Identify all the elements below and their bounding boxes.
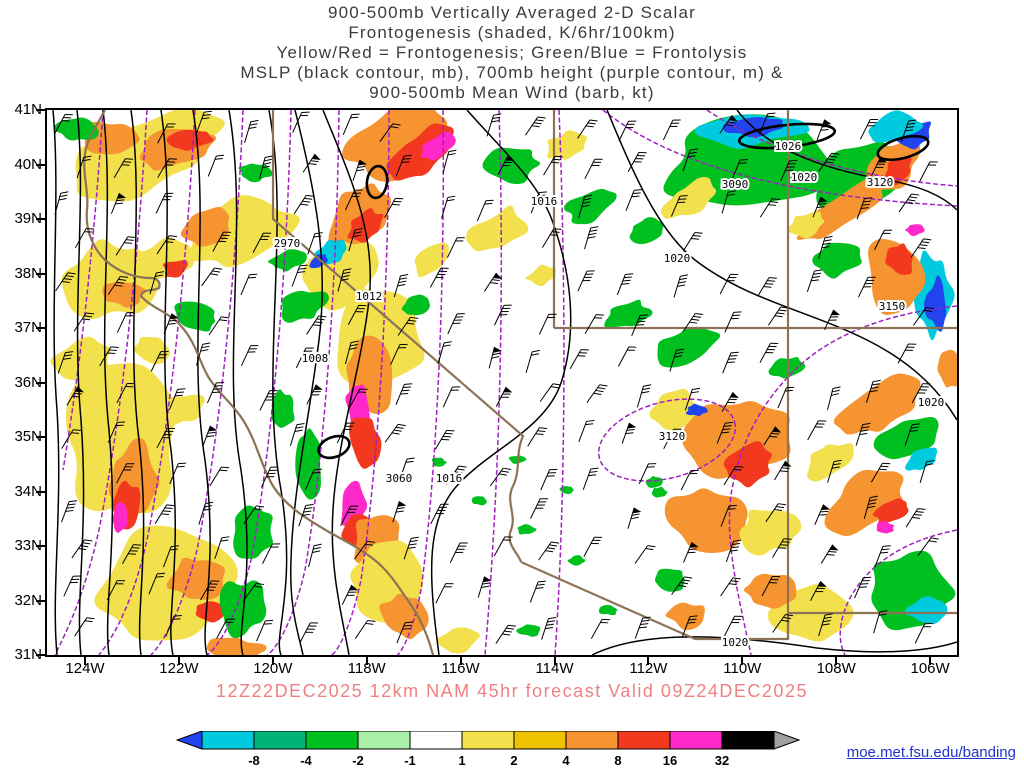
forecast-caption: 12Z22DEC2025 12km NAM 45hr forecast Vali… (216, 681, 808, 701)
lat-tick (36, 599, 45, 602)
lon-tick (741, 657, 744, 665)
colorbar-segment (513, 731, 567, 750)
lon-label: 110W (723, 660, 762, 677)
contour-label: 3090 (722, 178, 749, 191)
colorbar-tick-label: -4 (300, 753, 312, 768)
title-line-5: 900-500mb Mean Wind (barb, kt) (369, 83, 655, 102)
colorbar-tick-label: 4 (562, 753, 570, 768)
lon-tick (177, 657, 180, 665)
lat-label: 37N (14, 319, 42, 336)
lon-label: 124W (65, 660, 105, 677)
contour-label: 1020 (918, 396, 945, 409)
colorbar-tick-label: 16 (663, 753, 677, 768)
contour-label: 3120 (867, 176, 894, 189)
contour-label: 3060 (386, 472, 413, 485)
title-line-3: Yellow/Red = Frontogenesis; Green/Blue =… (276, 43, 748, 62)
site-link[interactable]: moe.met.fsu.edu/banding (846, 744, 1016, 761)
lon-tick (271, 657, 274, 665)
weather-map-canvas: 2970 1012 1008 1016 1020 1026 1020 3090 3120 3150… (50, 102, 962, 664)
contour-label: 1020 (722, 636, 749, 649)
wind-barb-layer (54, 110, 939, 644)
lon-label: 112W (629, 660, 668, 677)
lat-label: 38N (14, 264, 42, 282)
contour-label: 3120 (659, 430, 686, 443)
lat-label: 35N (14, 428, 42, 445)
lon-tick (84, 657, 86, 665)
title-line-1: 900-500mb Vertically Averaged 2-D Scalar (327, 3, 697, 22)
colorbar-segment (253, 731, 307, 750)
colorbar-segment (721, 731, 775, 750)
contour-label: 1008 (302, 352, 329, 365)
lat-tick (36, 381, 45, 384)
contour-label: 1020 (791, 171, 818, 184)
colorbar-segment (409, 731, 463, 750)
lon-label: 116W (441, 660, 480, 677)
lat-tick (36, 545, 45, 547)
colorbar-tick-label: 32 (715, 753, 729, 768)
contour-label: 1020 (664, 252, 691, 265)
lat-tick (36, 436, 45, 438)
lon-tick (647, 657, 650, 665)
colorbar-segment (565, 731, 619, 750)
colorbar-right-arrow (773, 731, 801, 750)
colorbar-tick-label: -2 (352, 753, 364, 768)
colorbar-segment (617, 731, 671, 750)
lat-label: 33N (14, 537, 42, 554)
colorbar-segment (305, 731, 359, 750)
title-line-2: Frontogenesis (shaded, K/6hr/100km) (348, 23, 676, 42)
lat-tick (36, 654, 45, 656)
colorbar-tick-label: -1 (404, 753, 416, 768)
lon-tick (929, 657, 932, 665)
lon-label: 122W (159, 660, 199, 677)
lat-tick (36, 163, 45, 166)
contour-label: 3150 (879, 300, 906, 313)
colorbar-tick-label: 2 (510, 753, 517, 768)
lon-label: 120W (253, 660, 293, 677)
lon-label: 108W (816, 660, 856, 677)
lat-label: 39N (14, 210, 42, 227)
colorbar: -8 -4 -2 -1 1 2 4 8 16 32 (176, 731, 801, 768)
colorbar-segment (357, 731, 411, 750)
lon-label: 106W (910, 660, 950, 677)
contour-label: 1016 (436, 472, 463, 485)
lon-tick (365, 657, 368, 665)
lat-label: 32N (14, 591, 42, 609)
height-contour-layer (54, 109, 958, 656)
colorbar-left-arrow (176, 731, 203, 750)
contour-label: 1012 (356, 290, 383, 303)
lat-label: 36N (14, 373, 42, 391)
lat-label: 31N (14, 646, 42, 663)
lat-tick (36, 490, 45, 493)
title-line-4: MSLP (black contour, mb), 700mb height (… (240, 63, 784, 82)
contour-label-layer: 2970 1012 1008 1016 1020 1026 1020 3090 3120 3150… (272, 138, 947, 651)
contour-label: 2970 (274, 237, 301, 250)
colorbar-segment (461, 731, 515, 750)
lat-tick (36, 327, 45, 329)
lat-tick (36, 109, 45, 111)
lat-label: 40N (14, 155, 42, 173)
contour-label: 1026 (775, 140, 802, 153)
lat-label: 41N (14, 101, 42, 118)
lat-tick (36, 272, 45, 275)
colorbar-tick-label: 1 (458, 753, 465, 768)
colorbar-segment (669, 731, 723, 750)
lon-label: 114W (535, 660, 574, 677)
colorbar-tick-label: -8 (248, 753, 260, 768)
lon-label: 118W (347, 660, 386, 677)
lat-tick (36, 218, 45, 220)
colorbar-segment (201, 731, 255, 750)
contour-label: 1016 (531, 195, 558, 208)
colorbar-tick-label: 8 (614, 753, 621, 768)
lat-label: 34N (14, 482, 42, 500)
chart-title: 900-500mb Vertically Averaged 2-D Scalar… (0, 3, 1024, 103)
lon-tick (459, 657, 462, 665)
lon-tick (835, 657, 838, 665)
map-frame: 2970 1012 1008 1016 1020 1026 1020 3090 3120 3150… (45, 102, 962, 664)
lon-tick (553, 657, 556, 665)
